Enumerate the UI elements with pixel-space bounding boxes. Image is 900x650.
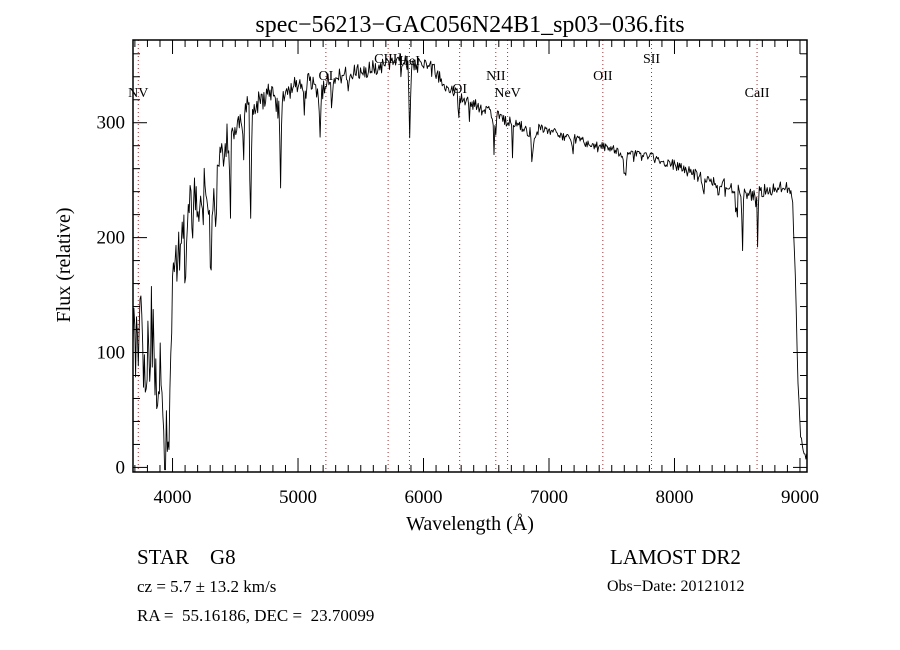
line-marker-label: NII xyxy=(486,69,506,84)
spectrum-line xyxy=(132,53,808,471)
classification-text: STAR G8 xyxy=(137,545,236,569)
line-marker-label: SII xyxy=(643,52,660,67)
line-marker-label: NV xyxy=(128,86,148,101)
x-tick-label: 7000 xyxy=(530,487,568,508)
x-tick-label: 6000 xyxy=(405,487,443,508)
line-marker-label: OI xyxy=(318,69,333,84)
x-tick-label: 4000 xyxy=(154,487,192,508)
y-tick-label: 100 xyxy=(97,343,126,364)
line-marker-label: OII xyxy=(593,69,613,84)
line-marker-label: NeV xyxy=(494,86,520,101)
x-tick-label: 9000 xyxy=(781,487,819,508)
x-axis-label: Wavelength (Å) xyxy=(406,513,534,535)
plot-frame xyxy=(132,39,808,473)
x-tick-label: 8000 xyxy=(655,487,693,508)
line-marker-label: CaII xyxy=(745,86,770,101)
line-marker-label: CIII] xyxy=(374,52,402,67)
radec-text: RA = 55.16186, DEC = 23.70099 xyxy=(137,606,375,625)
cz-text: cz = 5.7 ± 13.2 km/s xyxy=(137,577,277,596)
y-axis-label: Flux (relative) xyxy=(53,208,75,323)
y-tick-label: 0 xyxy=(116,457,126,478)
plot-title: spec−56213−GAC056N24B1_sp03−036.fits xyxy=(255,12,685,38)
obsdate-text: Obs−Date: 20121012 xyxy=(607,578,745,595)
x-tick-label: 5000 xyxy=(279,487,317,508)
y-tick-label: 300 xyxy=(97,113,126,134)
line-marker-label: OI xyxy=(452,82,467,97)
line-marker-label: HeI xyxy=(399,54,420,69)
survey-text: LAMOST DR2 xyxy=(610,545,741,569)
y-tick-label: 200 xyxy=(97,228,126,249)
